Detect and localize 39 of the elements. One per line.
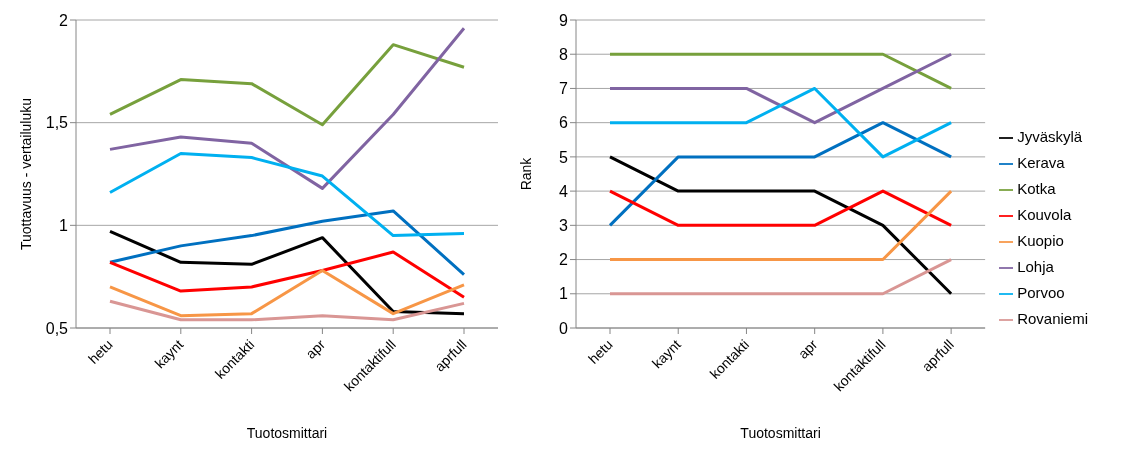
y-tick-label: 7: [559, 80, 569, 98]
line-series: [108, 26, 466, 190]
line-series: [108, 43, 466, 127]
legend-label: Porvoo: [1017, 284, 1065, 301]
y-tick-label: 2: [59, 11, 69, 29]
legend-label: Kouvola: [1017, 206, 1072, 223]
y-axis-title: Rank: [517, 156, 534, 191]
legend-label: Jyväskylä: [1017, 128, 1083, 145]
y-tick-label: 2: [559, 251, 569, 269]
y-tick-label: 9: [559, 11, 569, 29]
y-tick-label: 1: [559, 285, 569, 303]
y-tick-label: 5: [559, 148, 569, 166]
y-tick-label: 8: [559, 45, 569, 63]
y-tick-label: 0,5: [45, 319, 69, 337]
legend-label: Rovaniemi: [1017, 310, 1088, 327]
x-tick-label: apr: [794, 336, 821, 362]
line-series: [108, 151, 466, 238]
legend-label: Kuopio: [1017, 232, 1064, 249]
y-tick-label: 1: [59, 217, 69, 235]
x-tick-label: apr: [302, 336, 329, 362]
y-tick-label: 4: [559, 182, 569, 200]
line-series: [608, 155, 953, 296]
line-series: [108, 299, 466, 322]
y-tick-label: 1,5: [45, 114, 69, 132]
x-axis-title: Tuotosmittari: [246, 425, 328, 441]
y-axis-title: Tuottavuus - vertailuluku: [17, 98, 34, 250]
line-series: [108, 209, 466, 277]
x-axis-title: Tuotosmittari: [740, 425, 821, 441]
y-tick-label: 6: [559, 114, 569, 132]
line-series: [108, 250, 466, 299]
legend-label: Lohja: [1017, 258, 1054, 275]
legend-label: Kerava: [1017, 154, 1065, 171]
y-tick-label: 3: [559, 217, 569, 235]
legend-label: Kotka: [1017, 180, 1056, 197]
x-tick-label: hetu: [85, 336, 116, 367]
x-tick-label: hetu: [585, 336, 616, 367]
y-tick-label: 0: [559, 319, 569, 337]
line-series: [108, 229, 466, 316]
line-series: [108, 269, 466, 318]
